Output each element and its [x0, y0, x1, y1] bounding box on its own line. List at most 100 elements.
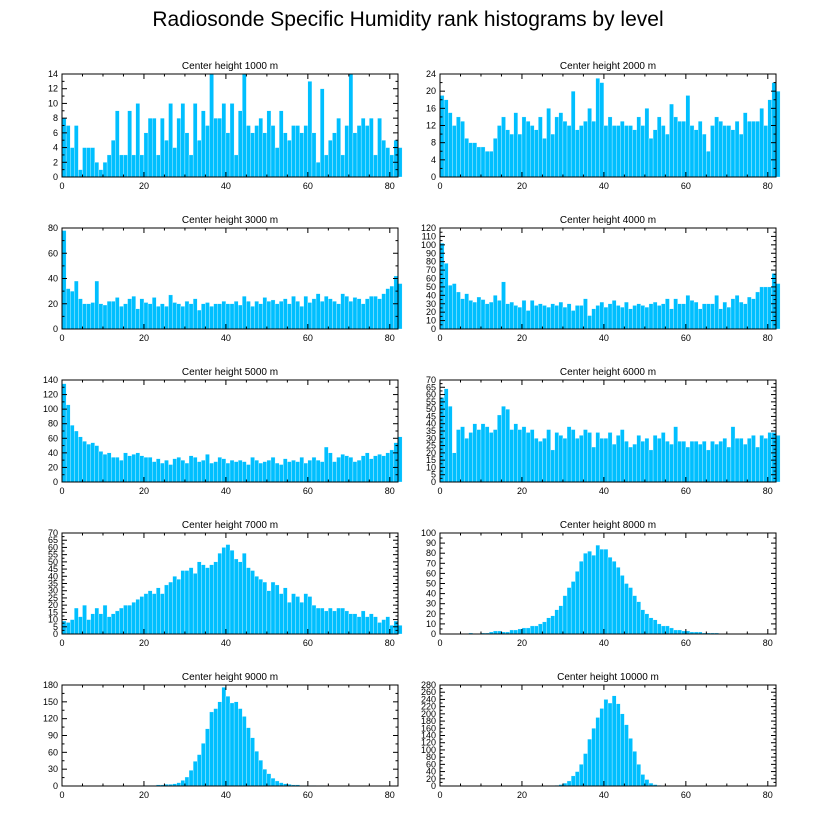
bar: [734, 438, 740, 483]
bar: [369, 117, 374, 178]
bar: [644, 438, 650, 483]
panel-title: Center height 5000 m: [182, 367, 278, 378]
bar: [115, 457, 120, 483]
bar: [225, 132, 231, 178]
bar: [328, 298, 333, 330]
bar: [209, 564, 214, 635]
y-tick-label: 20: [48, 462, 58, 472]
bar: [632, 595, 637, 635]
bar: [184, 301, 190, 330]
bar: [538, 623, 543, 635]
bar: [131, 454, 136, 483]
bar: [135, 103, 141, 178]
bar: [489, 151, 494, 178]
bar: [673, 116, 678, 178]
y-tick-label: 12: [48, 84, 58, 94]
bar: [607, 303, 613, 330]
y-tick-label: 120: [43, 714, 58, 724]
bar: [262, 132, 268, 178]
bar: [106, 452, 112, 483]
panel-title: Center height 9000 m: [182, 672, 278, 683]
y-tick-label: 60: [426, 274, 436, 284]
bar: [356, 459, 362, 483]
bar: [311, 457, 317, 483]
bar: [143, 132, 149, 178]
bar: [254, 301, 259, 330]
bar: [472, 301, 478, 330]
bar: [356, 298, 362, 330]
bar: [156, 458, 161, 483]
bar: [360, 610, 366, 635]
bar: [319, 88, 325, 178]
y-tick-label: 120: [421, 738, 436, 748]
bar: [529, 300, 535, 330]
bar: [529, 125, 535, 178]
bar: [176, 303, 181, 330]
bar: [472, 423, 478, 483]
bar: [115, 610, 120, 635]
bar: [595, 544, 600, 635]
bar: [738, 438, 744, 483]
bar: [603, 699, 609, 787]
y-tick-label: 30: [48, 764, 58, 774]
bar: [710, 441, 715, 483]
bar: [336, 303, 341, 330]
bar: [665, 441, 670, 483]
bar: [65, 404, 71, 483]
bar-series: [61, 73, 403, 178]
bar: [751, 435, 756, 483]
bar: [611, 443, 617, 483]
bar: [373, 616, 378, 635]
bar: [443, 99, 449, 178]
y-tick-label: 70: [426, 558, 436, 568]
bar: [221, 458, 227, 483]
bar: [336, 117, 341, 178]
bar: [677, 303, 682, 330]
bar: [344, 455, 349, 483]
bar: [476, 429, 482, 483]
bar: [340, 607, 345, 635]
y-tick-label: 90: [426, 538, 436, 548]
bar: [738, 301, 744, 330]
bar: [509, 629, 514, 635]
panel-8: Center height 8000 m0 20 40 60 8001020304050…: [421, 520, 777, 648]
bar: [279, 110, 284, 178]
bar: [131, 602, 136, 635]
y-tick-label: 30: [426, 599, 436, 609]
y-tick-label: 24: [426, 69, 436, 79]
bar: [648, 138, 654, 178]
bar: [86, 303, 91, 330]
bar: [209, 711, 214, 787]
bar: [106, 301, 112, 330]
bar: [156, 154, 161, 178]
bar: [743, 303, 748, 330]
bar: [70, 290, 75, 330]
bar: [238, 561, 243, 635]
bar: [640, 774, 646, 787]
bar: [591, 121, 596, 178]
bar: [546, 617, 551, 635]
x-tick-label: 80: [385, 333, 395, 343]
bar: [566, 587, 572, 635]
bar: [624, 724, 629, 787]
bar: [254, 751, 259, 787]
bar: [525, 432, 531, 483]
bar: [599, 301, 605, 330]
bar-series: [550, 695, 674, 787]
bar: [603, 438, 609, 483]
bar: [123, 604, 128, 635]
bar: [648, 303, 654, 330]
bar: [681, 441, 687, 483]
bar: [468, 142, 473, 178]
bar: [575, 571, 580, 635]
bar: [636, 303, 641, 330]
bar: [538, 303, 543, 330]
y-tick-label: 50: [426, 404, 436, 414]
bar: [706, 303, 711, 330]
bar: [94, 607, 100, 635]
bar: [640, 305, 646, 330]
bar: [677, 121, 682, 178]
bar: [147, 457, 153, 483]
y-tick-label: 60: [426, 568, 436, 578]
bar: [448, 406, 453, 483]
